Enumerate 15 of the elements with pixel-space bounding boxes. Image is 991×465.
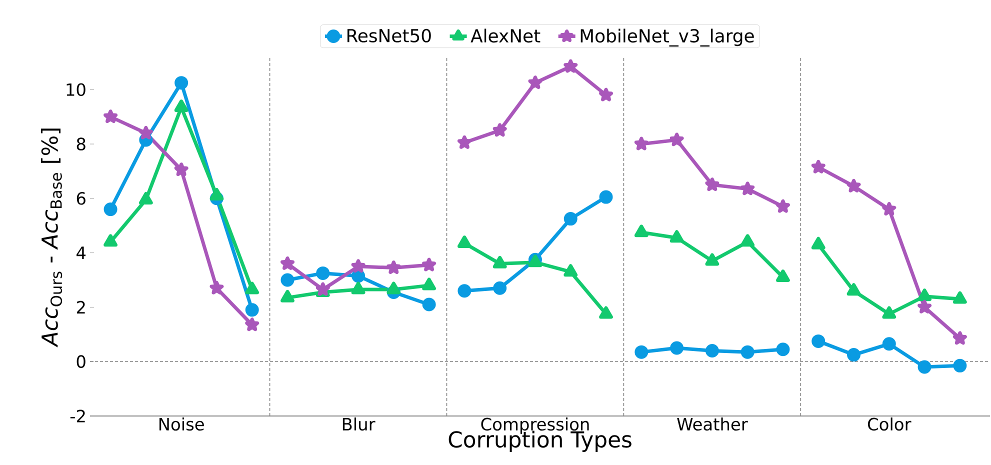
y-tick-label: 6: [76, 192, 86, 205]
x-tick-label: Weather: [677, 418, 748, 431]
y-tick-label: -2: [70, 410, 85, 422]
legend-label: ResNet50: [347, 28, 431, 42]
x-tick-label: Blur: [342, 418, 376, 431]
legend-label: MobileNet_v3_large: [580, 28, 754, 47]
y-tick-label: 2: [76, 300, 85, 314]
x-tick-label: Noise: [159, 418, 204, 431]
legend-label: AlexNet: [470, 28, 540, 43]
x-tick-label: Color: [868, 418, 912, 431]
y-axis-title: Acc$_{Ours}$ - Acc$_{Base}$ [%]: [40, 128, 62, 348]
y-tick-label: 0: [76, 355, 86, 368]
y-tick-label: 4: [76, 246, 86, 259]
y-tick-label: 10: [66, 83, 86, 96]
y-tick-label: 8: [76, 138, 86, 150]
